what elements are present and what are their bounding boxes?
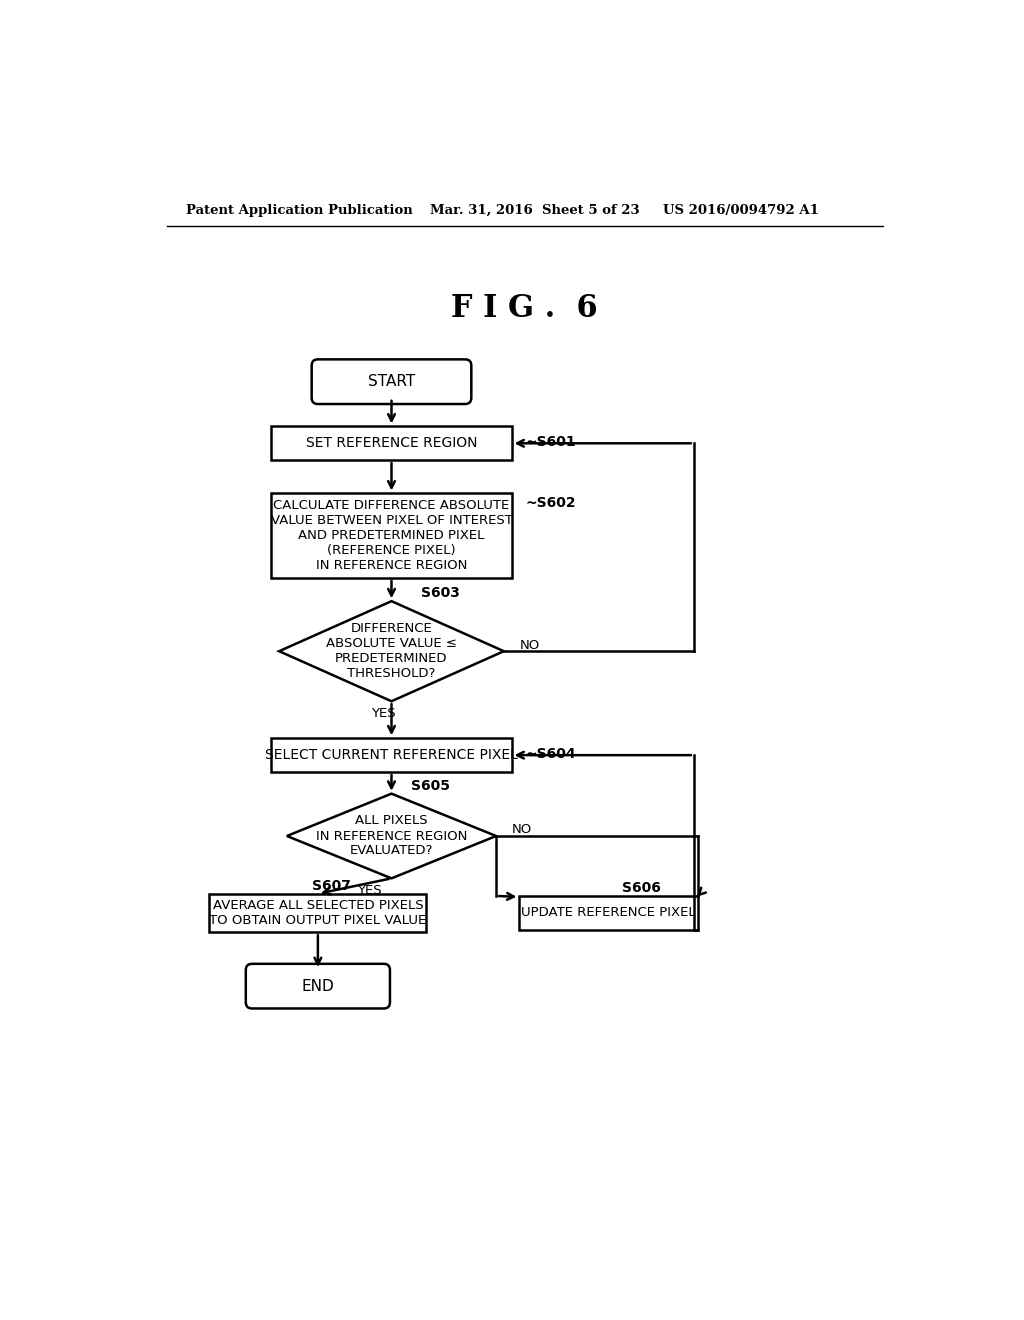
- FancyBboxPatch shape: [311, 359, 471, 404]
- Bar: [519, 896, 697, 929]
- FancyBboxPatch shape: [246, 964, 390, 1008]
- Text: F I G .  6: F I G . 6: [452, 293, 598, 323]
- Text: UPDATE REFERENCE PIXEL: UPDATE REFERENCE PIXEL: [521, 907, 696, 920]
- Text: ~S602: ~S602: [525, 495, 577, 510]
- Text: S603: S603: [421, 586, 460, 601]
- Text: Patent Application Publication: Patent Application Publication: [186, 205, 413, 218]
- Text: S605: S605: [411, 779, 450, 793]
- Polygon shape: [280, 601, 504, 701]
- Bar: [271, 494, 512, 578]
- Text: SET REFERENCE REGION: SET REFERENCE REGION: [306, 437, 477, 450]
- Text: YES: YES: [357, 884, 382, 898]
- Text: SELECT CURRENT REFERENCE PIXEL: SELECT CURRENT REFERENCE PIXEL: [265, 748, 518, 762]
- Text: AVERAGE ALL SELECTED PIXELS
TO OBTAIN OUTPUT PIXEL VALUE: AVERAGE ALL SELECTED PIXELS TO OBTAIN OU…: [209, 899, 427, 927]
- Text: S607: S607: [311, 879, 350, 894]
- Text: ~S604: ~S604: [525, 747, 577, 760]
- Text: ALL PIXELS
IN REFERENCE REGION
EVALUATED?: ALL PIXELS IN REFERENCE REGION EVALUATED…: [315, 814, 467, 858]
- Text: NO: NO: [519, 639, 540, 652]
- Text: S606: S606: [623, 882, 662, 895]
- Text: DIFFERENCE
ABSOLUTE VALUE ≤
PREDETERMINED
THRESHOLD?: DIFFERENCE ABSOLUTE VALUE ≤ PREDETERMINE…: [326, 622, 457, 680]
- Text: END: END: [301, 978, 334, 994]
- Polygon shape: [287, 793, 496, 878]
- Text: START: START: [368, 374, 415, 389]
- Text: NO: NO: [512, 824, 531, 837]
- Text: US 2016/0094792 A1: US 2016/0094792 A1: [663, 205, 818, 218]
- Text: YES: YES: [372, 708, 396, 721]
- Text: Mar. 31, 2016  Sheet 5 of 23: Mar. 31, 2016 Sheet 5 of 23: [430, 205, 640, 218]
- Bar: [271, 426, 512, 461]
- Bar: [271, 738, 512, 772]
- Text: CALCULATE DIFFERENCE ABSOLUTE
VALUE BETWEEN PIXEL OF INTEREST
AND PREDETERMINED : CALCULATE DIFFERENCE ABSOLUTE VALUE BETW…: [270, 499, 512, 572]
- Text: ~S601: ~S601: [525, 434, 577, 449]
- Bar: [209, 894, 426, 932]
